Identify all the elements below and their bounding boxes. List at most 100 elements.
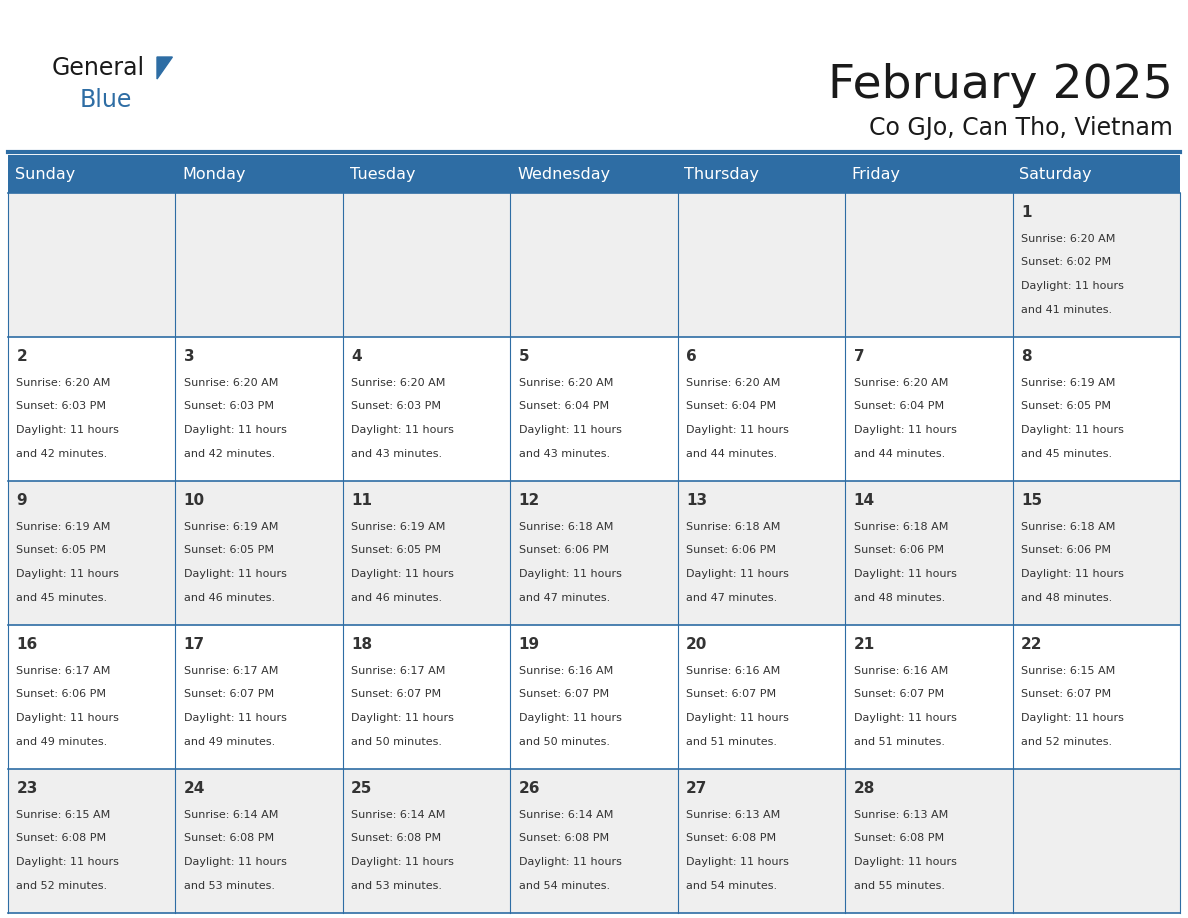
Text: 19: 19 bbox=[519, 636, 539, 652]
Text: Sunset: 6:08 PM: Sunset: 6:08 PM bbox=[352, 834, 442, 844]
Text: Thursday: Thursday bbox=[684, 166, 759, 182]
Text: Sunrise: 6:20 AM: Sunrise: 6:20 AM bbox=[687, 377, 781, 387]
Text: Sunrise: 6:13 AM: Sunrise: 6:13 AM bbox=[687, 810, 781, 820]
Text: 14: 14 bbox=[853, 493, 874, 508]
Text: and 48 minutes.: and 48 minutes. bbox=[853, 593, 944, 603]
Text: Sunset: 6:05 PM: Sunset: 6:05 PM bbox=[1020, 401, 1111, 411]
Text: Sunset: 6:07 PM: Sunset: 6:07 PM bbox=[184, 689, 274, 700]
Text: and 48 minutes.: and 48 minutes. bbox=[1020, 593, 1112, 603]
Text: 8: 8 bbox=[1020, 349, 1031, 364]
Text: 10: 10 bbox=[184, 493, 204, 508]
Text: Sunset: 6:06 PM: Sunset: 6:06 PM bbox=[1020, 545, 1111, 555]
Text: Sunrise: 6:20 AM: Sunrise: 6:20 AM bbox=[17, 377, 110, 387]
Text: 4: 4 bbox=[352, 349, 362, 364]
Text: and 51 minutes.: and 51 minutes. bbox=[853, 737, 944, 747]
Text: Daylight: 11 hours: Daylight: 11 hours bbox=[519, 713, 621, 723]
Text: General: General bbox=[52, 56, 145, 80]
Text: 22: 22 bbox=[1020, 636, 1042, 652]
Text: Sunset: 6:07 PM: Sunset: 6:07 PM bbox=[352, 689, 442, 700]
Text: Sunrise: 6:20 AM: Sunrise: 6:20 AM bbox=[519, 377, 613, 387]
Polygon shape bbox=[157, 57, 172, 79]
Text: Sunset: 6:05 PM: Sunset: 6:05 PM bbox=[352, 545, 441, 555]
Text: Sunset: 6:04 PM: Sunset: 6:04 PM bbox=[853, 401, 943, 411]
Text: Sunset: 6:05 PM: Sunset: 6:05 PM bbox=[17, 545, 107, 555]
Text: Daylight: 11 hours: Daylight: 11 hours bbox=[853, 425, 956, 435]
Text: Sunrise: 6:20 AM: Sunrise: 6:20 AM bbox=[853, 377, 948, 387]
Text: Daylight: 11 hours: Daylight: 11 hours bbox=[17, 569, 119, 579]
Text: 20: 20 bbox=[687, 636, 708, 652]
Text: Sunset: 6:08 PM: Sunset: 6:08 PM bbox=[519, 834, 608, 844]
Text: Sunset: 6:07 PM: Sunset: 6:07 PM bbox=[853, 689, 943, 700]
Text: Friday: Friday bbox=[852, 166, 901, 182]
Text: and 54 minutes.: and 54 minutes. bbox=[687, 881, 777, 891]
Text: Daylight: 11 hours: Daylight: 11 hours bbox=[184, 425, 286, 435]
Text: Daylight: 11 hours: Daylight: 11 hours bbox=[352, 713, 454, 723]
Text: and 41 minutes.: and 41 minutes. bbox=[1020, 306, 1112, 315]
Text: Daylight: 11 hours: Daylight: 11 hours bbox=[853, 713, 956, 723]
Text: Saturday: Saturday bbox=[1019, 166, 1092, 182]
Text: Sunrise: 6:14 AM: Sunrise: 6:14 AM bbox=[184, 810, 278, 820]
Text: Sunset: 6:04 PM: Sunset: 6:04 PM bbox=[687, 401, 776, 411]
Text: Sunset: 6:06 PM: Sunset: 6:06 PM bbox=[519, 545, 608, 555]
Text: Daylight: 11 hours: Daylight: 11 hours bbox=[687, 425, 789, 435]
Text: Sunset: 6:08 PM: Sunset: 6:08 PM bbox=[184, 834, 274, 844]
Text: Sunset: 6:08 PM: Sunset: 6:08 PM bbox=[687, 834, 776, 844]
Text: and 55 minutes.: and 55 minutes. bbox=[853, 881, 944, 891]
Text: Sunrise: 6:15 AM: Sunrise: 6:15 AM bbox=[1020, 666, 1116, 676]
Text: Daylight: 11 hours: Daylight: 11 hours bbox=[519, 857, 621, 868]
Text: Sunday: Sunday bbox=[14, 166, 75, 182]
Text: and 43 minutes.: and 43 minutes. bbox=[352, 449, 442, 459]
Text: Sunrise: 6:18 AM: Sunrise: 6:18 AM bbox=[687, 521, 781, 532]
Text: and 44 minutes.: and 44 minutes. bbox=[853, 449, 944, 459]
Text: Sunset: 6:07 PM: Sunset: 6:07 PM bbox=[1020, 689, 1111, 700]
Bar bbox=[8, 625, 1180, 769]
Text: and 42 minutes.: and 42 minutes. bbox=[17, 449, 108, 459]
Text: and 46 minutes.: and 46 minutes. bbox=[352, 593, 442, 603]
Text: 17: 17 bbox=[184, 636, 204, 652]
Text: and 52 minutes.: and 52 minutes. bbox=[1020, 737, 1112, 747]
Text: Co GJo, Can Tho, Vietnam: Co GJo, Can Tho, Vietnam bbox=[870, 116, 1173, 140]
Text: Sunset: 6:08 PM: Sunset: 6:08 PM bbox=[17, 834, 107, 844]
Text: Sunset: 6:02 PM: Sunset: 6:02 PM bbox=[1020, 257, 1111, 267]
Text: Daylight: 11 hours: Daylight: 11 hours bbox=[184, 569, 286, 579]
Bar bbox=[8, 193, 1180, 337]
Text: and 45 minutes.: and 45 minutes. bbox=[1020, 449, 1112, 459]
Bar bbox=[8, 769, 1180, 913]
Text: and 53 minutes.: and 53 minutes. bbox=[184, 881, 274, 891]
Text: Sunrise: 6:16 AM: Sunrise: 6:16 AM bbox=[519, 666, 613, 676]
Text: 18: 18 bbox=[352, 636, 372, 652]
Text: 24: 24 bbox=[184, 780, 206, 796]
Text: Sunrise: 6:17 AM: Sunrise: 6:17 AM bbox=[352, 666, 446, 676]
Text: Daylight: 11 hours: Daylight: 11 hours bbox=[853, 857, 956, 868]
Text: Sunrise: 6:18 AM: Sunrise: 6:18 AM bbox=[1020, 521, 1116, 532]
Text: Daylight: 11 hours: Daylight: 11 hours bbox=[853, 569, 956, 579]
Bar bbox=[8, 481, 1180, 625]
Text: 2: 2 bbox=[17, 349, 27, 364]
Text: Sunset: 6:07 PM: Sunset: 6:07 PM bbox=[519, 689, 608, 700]
Text: 21: 21 bbox=[853, 636, 874, 652]
Text: Sunrise: 6:14 AM: Sunrise: 6:14 AM bbox=[352, 810, 446, 820]
Text: 6: 6 bbox=[687, 349, 697, 364]
Bar bbox=[8, 155, 1180, 193]
Text: Sunset: 6:04 PM: Sunset: 6:04 PM bbox=[519, 401, 608, 411]
Text: 26: 26 bbox=[519, 780, 541, 796]
Text: and 43 minutes.: and 43 minutes. bbox=[519, 449, 609, 459]
Text: and 53 minutes.: and 53 minutes. bbox=[352, 881, 442, 891]
Text: Sunrise: 6:18 AM: Sunrise: 6:18 AM bbox=[519, 521, 613, 532]
Text: Daylight: 11 hours: Daylight: 11 hours bbox=[17, 857, 119, 868]
Text: Daylight: 11 hours: Daylight: 11 hours bbox=[1020, 713, 1124, 723]
Text: and 51 minutes.: and 51 minutes. bbox=[687, 737, 777, 747]
Text: Sunrise: 6:19 AM: Sunrise: 6:19 AM bbox=[17, 521, 110, 532]
Text: Sunrise: 6:20 AM: Sunrise: 6:20 AM bbox=[184, 377, 278, 387]
Text: Sunrise: 6:15 AM: Sunrise: 6:15 AM bbox=[17, 810, 110, 820]
Text: Sunrise: 6:19 AM: Sunrise: 6:19 AM bbox=[352, 521, 446, 532]
Text: 28: 28 bbox=[853, 780, 874, 796]
Text: Tuesday: Tuesday bbox=[349, 166, 415, 182]
Text: 5: 5 bbox=[519, 349, 530, 364]
Text: Daylight: 11 hours: Daylight: 11 hours bbox=[184, 713, 286, 723]
Text: and 44 minutes.: and 44 minutes. bbox=[687, 449, 777, 459]
Text: 1: 1 bbox=[1020, 205, 1031, 219]
Text: Sunrise: 6:18 AM: Sunrise: 6:18 AM bbox=[853, 521, 948, 532]
Text: Daylight: 11 hours: Daylight: 11 hours bbox=[17, 713, 119, 723]
Text: Sunset: 6:03 PM: Sunset: 6:03 PM bbox=[352, 401, 441, 411]
